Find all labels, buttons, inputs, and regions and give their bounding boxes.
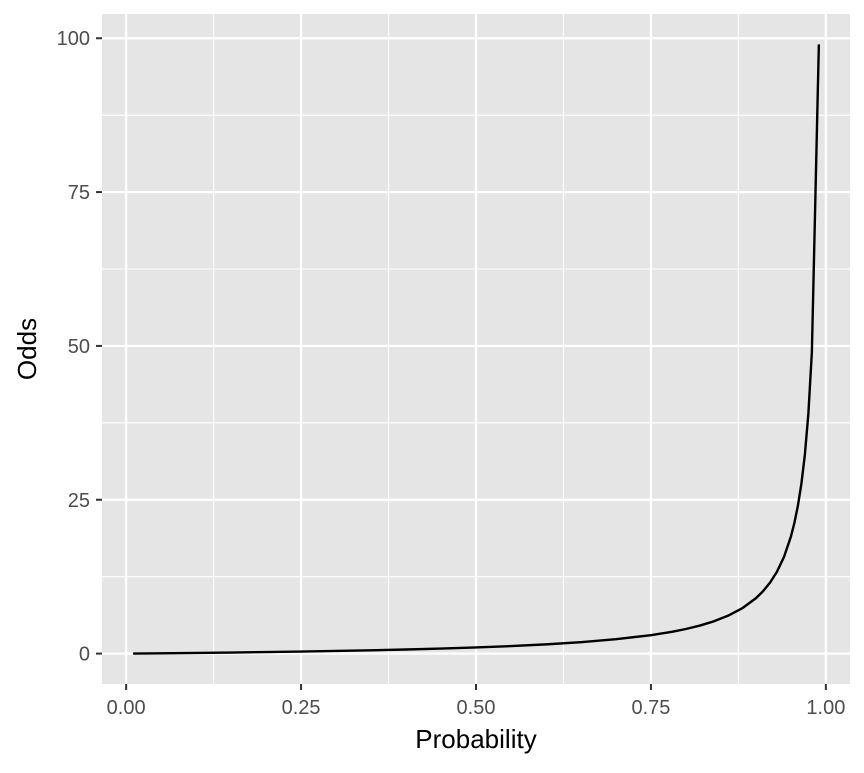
y-tick-label: 25 xyxy=(68,490,90,512)
axes: 0.00 0.25 0.50 0.75 1.00 0 25 50 75 100 xyxy=(57,28,846,719)
x-tick-label: 0.00 xyxy=(107,697,146,719)
y-tick-label: 75 xyxy=(68,182,90,204)
x-tick-label: 0.25 xyxy=(282,697,321,719)
x-axis-title: Probability xyxy=(415,724,536,754)
x-tick-label: 0.50 xyxy=(457,697,496,719)
y-tick-label: 50 xyxy=(68,336,90,358)
x-tick-label: 0.75 xyxy=(631,697,670,719)
odds-line xyxy=(133,44,821,655)
major-gridlines xyxy=(102,14,850,684)
y-tick-label: 100 xyxy=(57,28,90,50)
y-axis-title: Odds xyxy=(12,318,42,380)
series xyxy=(133,44,821,655)
y-tick-label: 0 xyxy=(79,644,90,666)
x-tick-label: 1.00 xyxy=(806,697,845,719)
